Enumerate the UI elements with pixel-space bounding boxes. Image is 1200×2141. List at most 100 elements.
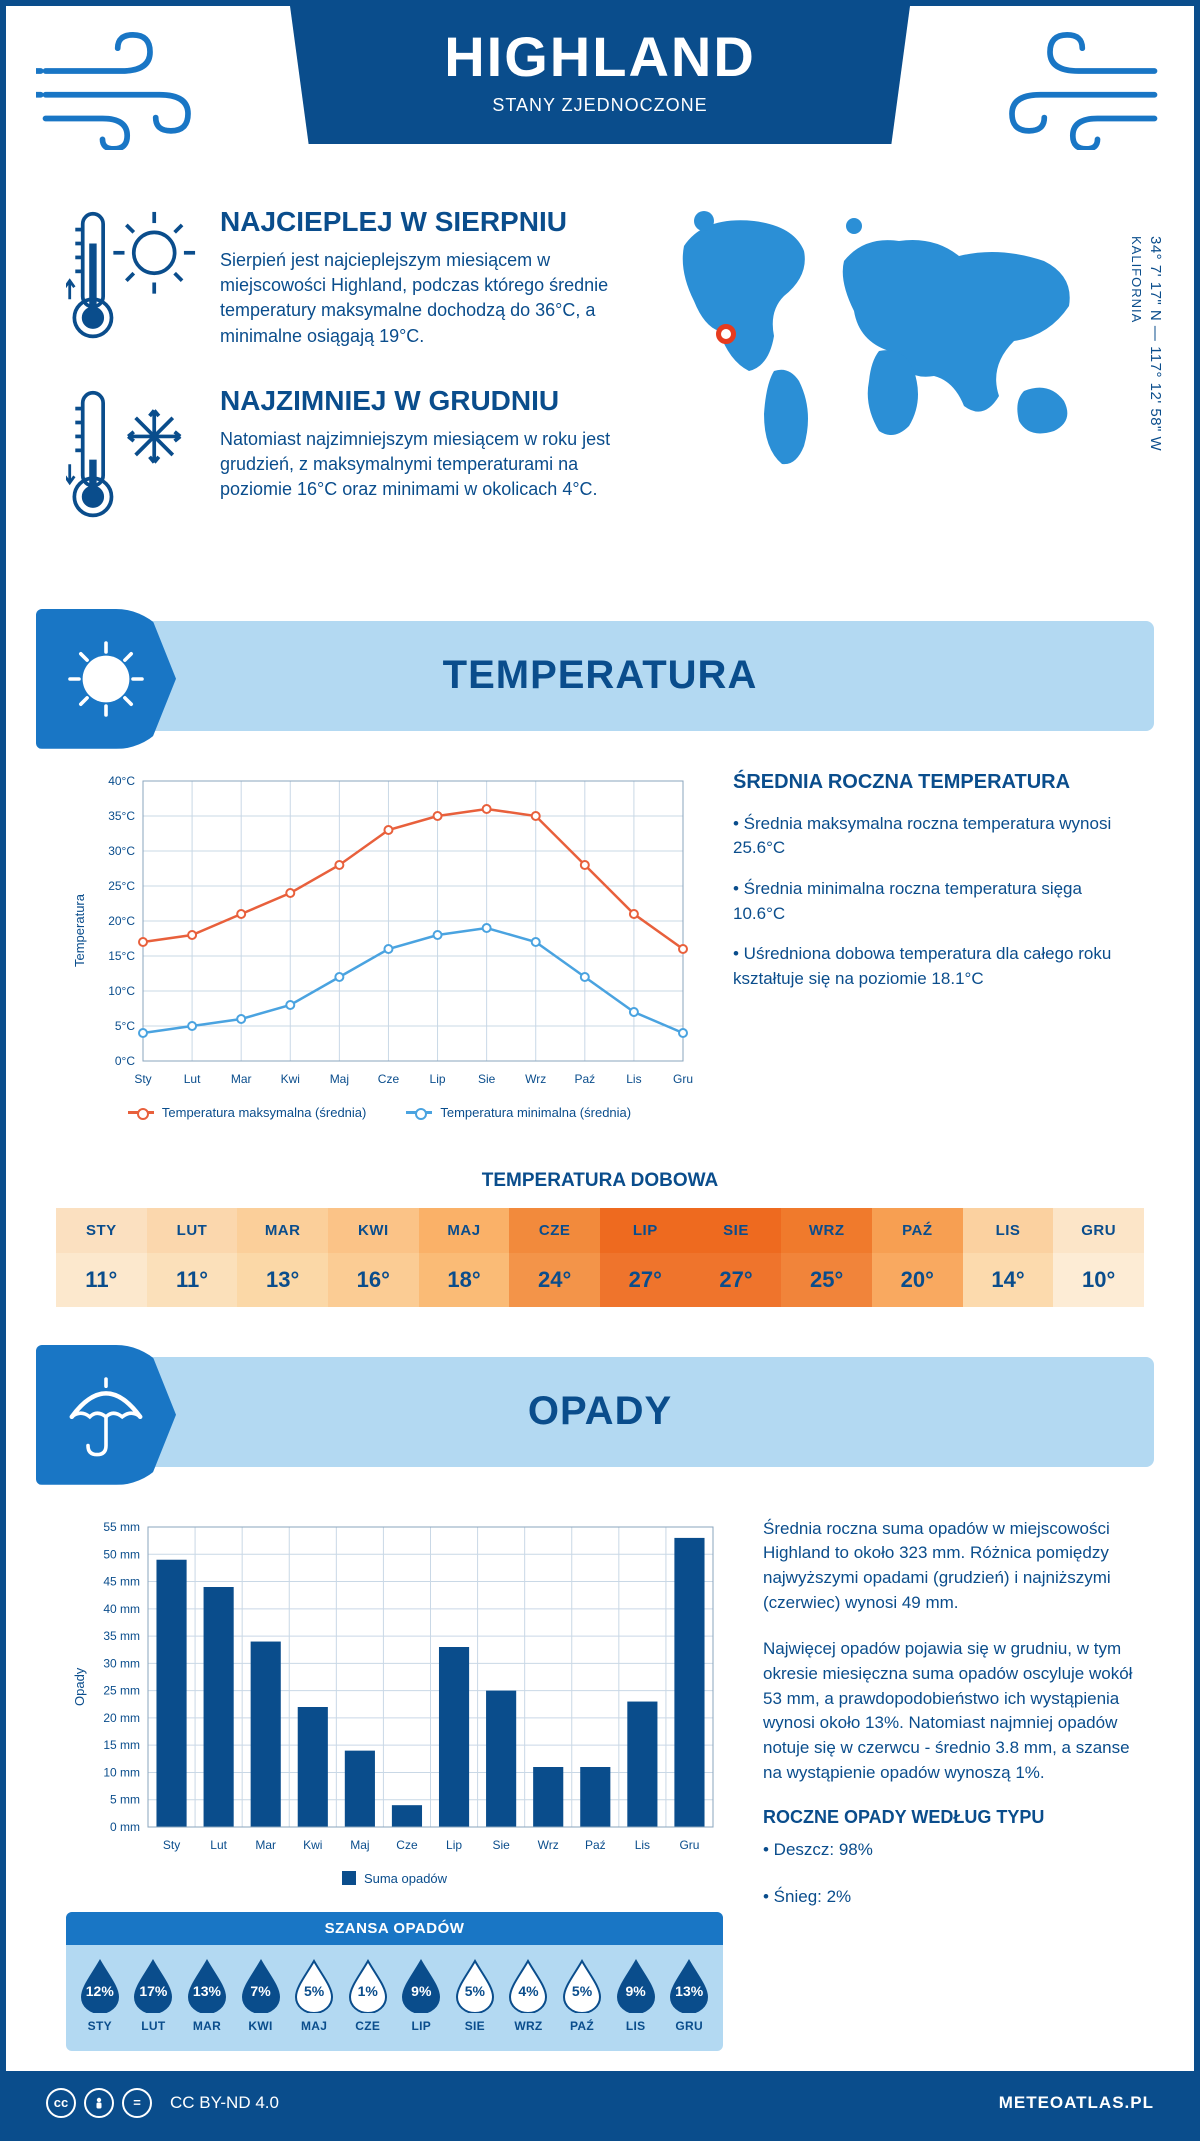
intro-section: NAJCIEPLEJ W SIERPNIU Sierpień jest najc… <box>6 206 1194 601</box>
svg-text:40°C: 40°C <box>108 774 135 788</box>
rain-drop: 1%CZE <box>342 1959 394 2033</box>
daily-month: LUT <box>147 1208 238 1253</box>
svg-text:Lip: Lip <box>430 1072 446 1086</box>
title-banner: HIGHLAND STANY ZJEDNOCZONE <box>290 6 910 144</box>
svg-text:30 mm: 30 mm <box>103 1656 140 1670</box>
umbrella-section-icon <box>36 1345 176 1485</box>
svg-text:Mar: Mar <box>231 1072 252 1086</box>
svg-text:35 mm: 35 mm <box>103 1629 140 1643</box>
hottest-fact: NAJCIEPLEJ W SIERPNIU Sierpień jest najc… <box>66 206 624 349</box>
svg-text:Lis: Lis <box>626 1072 641 1086</box>
daily-value: 13° <box>237 1253 328 1307</box>
svg-text:Maj: Maj <box>330 1072 349 1086</box>
coldest-body: Natomiast najzimniejszym miesiącem w rok… <box>220 427 624 503</box>
license-text: CC BY-ND 4.0 <box>170 2093 279 2113</box>
daily-month: CZE <box>509 1208 600 1253</box>
daily-value: 25° <box>781 1253 872 1307</box>
rain-drop: 4%WRZ <box>503 1959 555 2033</box>
svg-text:5 mm: 5 mm <box>110 1792 140 1806</box>
daily-month: LIS <box>963 1208 1054 1253</box>
svg-text:Wrz: Wrz <box>525 1072 546 1086</box>
temperature-banner: TEMPERATURA <box>46 621 1154 731</box>
svg-text:35°C: 35°C <box>108 809 135 823</box>
precip-legend: Suma opadów <box>66 1871 723 1886</box>
daily-month: KWI <box>328 1208 419 1253</box>
precip-heading: OPADY <box>528 1389 672 1434</box>
site-name: METEOATLAS.PL <box>999 2093 1154 2113</box>
wind-deco-right-icon <box>974 30 1164 150</box>
temperature-summary: ŚREDNIA ROCZNA TEMPERATURA • Średnia mak… <box>733 771 1134 1120</box>
svg-text:Kwi: Kwi <box>303 1838 322 1852</box>
daily-value: 11° <box>56 1253 147 1307</box>
rain-drop: 17%LUT <box>128 1959 180 2033</box>
daily-value: 27° <box>691 1253 782 1307</box>
daily-value: 27° <box>600 1253 691 1307</box>
rain-chance-title: SZANSA OPADÓW <box>66 1912 723 1945</box>
svg-text:Sty: Sty <box>134 1072 151 1086</box>
temp-y-label: Temperatura <box>66 771 93 1091</box>
cc-icon: cc <box>46 2088 76 2118</box>
svg-text:Sie: Sie <box>478 1072 496 1086</box>
hottest-body: Sierpień jest najcieplejszym miesiącem w… <box>220 248 624 349</box>
daily-month: STY <box>56 1208 147 1253</box>
temp-side-title: ŚREDNIA ROCZNA TEMPERATURA <box>733 771 1134 794</box>
precip-type-title: ROCZNE OPADY WEDŁUG TYPU <box>763 1807 1134 1828</box>
svg-text:Cze: Cze <box>378 1072 400 1086</box>
svg-text:0 mm: 0 mm <box>110 1820 140 1834</box>
daily-value: 18° <box>419 1253 510 1307</box>
nd-icon: = <box>122 2088 152 2118</box>
temperature-heading: TEMPERATURA <box>443 653 758 698</box>
precip-para-2: Najwięcej opadów pojawia się w grudniu, … <box>763 1637 1134 1785</box>
daily-value: 10° <box>1053 1253 1144 1307</box>
temp-bullet-0: • Średnia maksymalna roczna temperatura … <box>733 812 1134 861</box>
svg-text:10°C: 10°C <box>108 984 135 998</box>
license: cc = CC BY-ND 4.0 <box>46 2088 279 2118</box>
location-title: HIGHLAND <box>290 24 910 89</box>
svg-text:Gru: Gru <box>679 1838 699 1852</box>
temperature-chart: Temperatura 0°C5°C10°C15°C20°C25°C30°C35… <box>66 771 693 1120</box>
page: HIGHLAND STANY ZJEDNOCZONE <box>0 0 1200 2141</box>
daily-value: 16° <box>328 1253 419 1307</box>
daily-month: PAŹ <box>872 1208 963 1253</box>
rain-chance-drops: 12%STY17%LUT13%MAR7%KWI5%MAJ1%CZE9%LIP5%… <box>66 1945 723 2039</box>
svg-text:Sie: Sie <box>492 1838 510 1852</box>
svg-text:15 mm: 15 mm <box>103 1738 140 1752</box>
region-label: KALIFORNIA <box>1129 236 1144 323</box>
daily-value: 11° <box>147 1253 238 1307</box>
svg-text:Cze: Cze <box>396 1838 418 1852</box>
precip-type-1: • Śnieg: 2% <box>763 1885 1134 1910</box>
rain-drop: 12%STY <box>74 1959 126 2033</box>
temp-bullet-1: • Średnia minimalna roczna temperatura s… <box>733 877 1134 926</box>
thermometer-sun-icon <box>66 206 196 346</box>
location-subtitle: STANY ZJEDNOCZONE <box>290 95 910 116</box>
daily-month: MAJ <box>419 1208 510 1253</box>
precip-legend-label: Suma opadów <box>364 1871 447 1886</box>
header: HIGHLAND STANY ZJEDNOCZONE <box>6 6 1194 206</box>
daily-month: GRU <box>1053 1208 1144 1253</box>
svg-text:45 mm: 45 mm <box>103 1574 140 1588</box>
svg-text:0°C: 0°C <box>115 1054 135 1068</box>
svg-text:20 mm: 20 mm <box>103 1711 140 1725</box>
daily-value: 14° <box>963 1253 1054 1307</box>
svg-text:Wrz: Wrz <box>538 1838 559 1852</box>
rain-chance-box: SZANSA OPADÓW 12%STY17%LUT13%MAR7%KWI5%M… <box>66 1912 723 2051</box>
rain-drop: 5%PAŹ <box>556 1959 608 2033</box>
daily-value: 20° <box>872 1253 963 1307</box>
rain-drop: 5%MAJ <box>288 1959 340 2033</box>
daily-month: LIP <box>600 1208 691 1253</box>
rain-drop: 9%LIP <box>395 1959 447 2033</box>
svg-text:30°C: 30°C <box>108 844 135 858</box>
sun-section-icon <box>36 609 176 749</box>
daily-month: SIE <box>691 1208 782 1253</box>
svg-text:Lis: Lis <box>635 1838 650 1852</box>
precip-type-0: • Deszcz: 98% <box>763 1838 1134 1863</box>
svg-text:Mar: Mar <box>255 1838 276 1852</box>
by-icon <box>84 2088 114 2118</box>
daily-value: 24° <box>509 1253 600 1307</box>
svg-text:5°C: 5°C <box>115 1019 135 1033</box>
daily-month: WRZ <box>781 1208 872 1253</box>
rain-drop: 5%SIE <box>449 1959 501 2033</box>
coldest-fact: NAJZIMNIEJ W GRUDNIU Natomiast najzimnie… <box>66 385 624 525</box>
svg-text:50 mm: 50 mm <box>103 1547 140 1561</box>
svg-text:Sty: Sty <box>163 1838 180 1852</box>
